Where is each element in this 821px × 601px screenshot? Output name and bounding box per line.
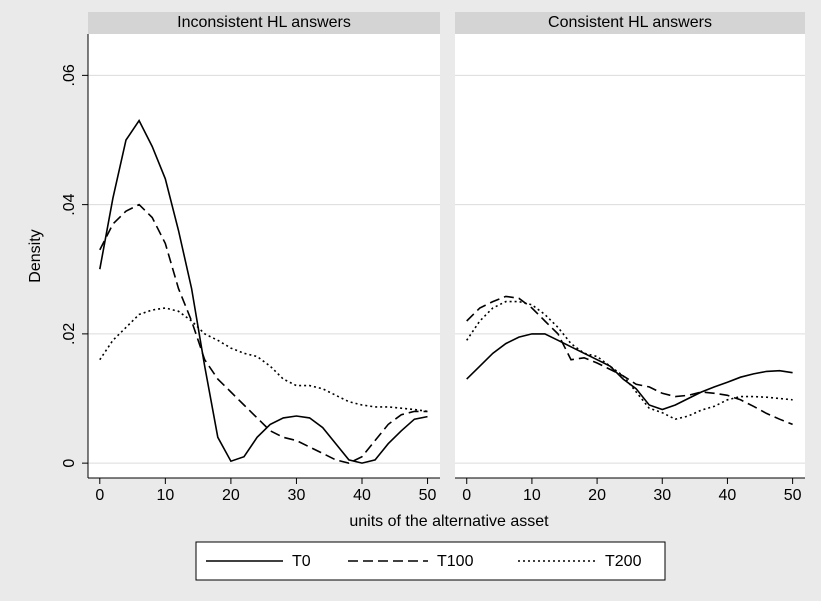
x-axis-title: units of the alternative asset bbox=[349, 513, 549, 530]
x-tick-label: 50 bbox=[419, 487, 437, 504]
y-tick-label: .06 bbox=[61, 64, 78, 86]
y-tick-label: .02 bbox=[61, 323, 78, 345]
legend-label: T0 bbox=[292, 553, 311, 570]
series-line bbox=[466, 300, 793, 421]
series-line bbox=[466, 295, 793, 426]
series-line bbox=[99, 307, 428, 413]
x-tick-label: 20 bbox=[588, 487, 606, 504]
x-tick-label: 30 bbox=[288, 487, 306, 504]
series-line bbox=[99, 119, 428, 464]
panel-strip bbox=[88, 12, 440, 34]
x-tick-label: 30 bbox=[653, 487, 671, 504]
plot-area bbox=[455, 34, 805, 478]
y-tick-label: 0 bbox=[61, 459, 78, 468]
x-tick-label: 20 bbox=[222, 487, 240, 504]
legend-label: T100 bbox=[437, 553, 474, 570]
legend-label: T200 bbox=[605, 553, 642, 570]
y-axis-title: Density bbox=[27, 229, 44, 282]
x-tick-label: 0 bbox=[462, 487, 471, 504]
x-tick-label: 0 bbox=[95, 487, 104, 504]
y-tick-label: .04 bbox=[61, 193, 78, 215]
panel-title: Consistent HL answers bbox=[548, 14, 712, 31]
x-tick-label: 10 bbox=[523, 487, 541, 504]
plot-area bbox=[88, 34, 440, 478]
x-tick-label: 40 bbox=[353, 487, 371, 504]
series-line bbox=[99, 203, 428, 464]
panel-strip bbox=[455, 12, 805, 34]
panel-title: Inconsistent HL answers bbox=[177, 14, 351, 31]
x-tick-label: 10 bbox=[156, 487, 174, 504]
x-tick-label: 50 bbox=[784, 487, 802, 504]
x-tick-label: 40 bbox=[719, 487, 737, 504]
